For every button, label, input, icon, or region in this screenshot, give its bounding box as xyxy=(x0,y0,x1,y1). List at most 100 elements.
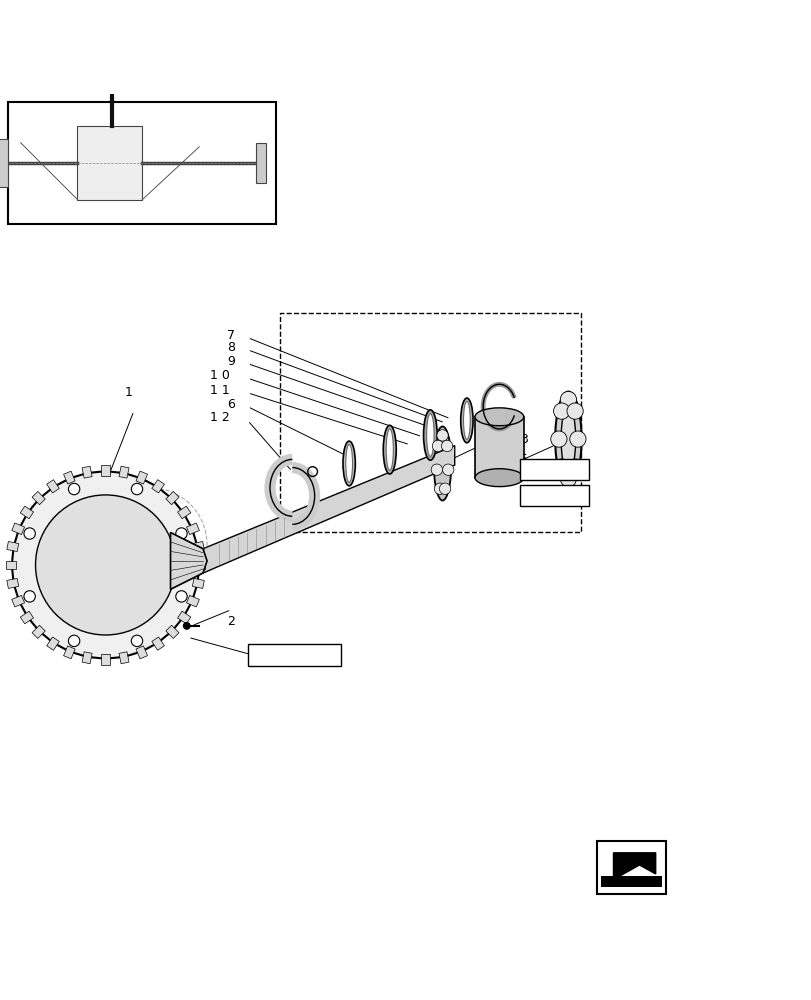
Polygon shape xyxy=(11,523,24,535)
Ellipse shape xyxy=(560,407,575,471)
Polygon shape xyxy=(152,637,164,650)
Ellipse shape xyxy=(555,392,581,487)
Bar xyxy=(0,139,8,187)
Circle shape xyxy=(566,403,582,419)
Circle shape xyxy=(68,635,79,647)
Polygon shape xyxy=(195,561,205,569)
Polygon shape xyxy=(170,532,207,589)
Circle shape xyxy=(24,528,36,539)
Text: 1 0: 1 0 xyxy=(210,369,230,382)
Circle shape xyxy=(436,430,448,441)
Ellipse shape xyxy=(433,426,451,500)
Ellipse shape xyxy=(474,469,523,487)
Circle shape xyxy=(175,591,187,602)
Bar xyxy=(596,841,665,894)
Ellipse shape xyxy=(426,414,434,456)
Polygon shape xyxy=(11,595,24,607)
Text: 9: 9 xyxy=(227,355,235,368)
Circle shape xyxy=(566,459,582,475)
Polygon shape xyxy=(101,654,109,665)
Text: PAG. 2: PAG. 2 xyxy=(533,491,574,501)
Polygon shape xyxy=(6,578,19,588)
Circle shape xyxy=(131,483,143,495)
Polygon shape xyxy=(32,625,45,638)
Text: 1 1: 1 1 xyxy=(210,384,230,397)
Circle shape xyxy=(553,403,569,419)
Circle shape xyxy=(12,472,199,658)
Polygon shape xyxy=(192,578,204,588)
Polygon shape xyxy=(165,491,179,505)
Polygon shape xyxy=(165,625,179,638)
Text: 8: 8 xyxy=(227,341,235,354)
Polygon shape xyxy=(82,466,92,478)
Circle shape xyxy=(439,483,450,494)
Bar xyxy=(474,417,523,478)
Bar xyxy=(77,126,142,200)
Text: PAG. 3: PAG. 3 xyxy=(533,465,574,475)
Ellipse shape xyxy=(386,429,393,470)
Circle shape xyxy=(441,440,453,452)
Circle shape xyxy=(183,623,190,629)
Circle shape xyxy=(560,391,576,408)
Ellipse shape xyxy=(423,410,436,460)
Polygon shape xyxy=(6,541,19,552)
Ellipse shape xyxy=(474,408,523,426)
Polygon shape xyxy=(32,491,45,505)
Circle shape xyxy=(560,471,576,487)
Ellipse shape xyxy=(383,425,396,474)
Polygon shape xyxy=(6,561,16,569)
Circle shape xyxy=(24,591,36,602)
Text: 5: 5 xyxy=(519,453,527,466)
Text: 7: 7 xyxy=(227,329,235,342)
Bar xyxy=(519,485,588,506)
Polygon shape xyxy=(135,646,148,659)
Bar xyxy=(247,644,341,666)
Polygon shape xyxy=(47,480,59,493)
Circle shape xyxy=(431,440,443,452)
Polygon shape xyxy=(20,611,33,624)
Text: 1: 1 xyxy=(124,385,132,398)
Circle shape xyxy=(553,459,569,475)
Bar xyxy=(600,876,661,887)
Circle shape xyxy=(442,464,453,475)
Polygon shape xyxy=(135,471,148,484)
Text: 4: 4 xyxy=(519,466,527,479)
Circle shape xyxy=(434,483,445,494)
Polygon shape xyxy=(178,506,191,519)
Circle shape xyxy=(431,464,442,475)
Circle shape xyxy=(175,528,187,539)
Polygon shape xyxy=(152,480,164,493)
Polygon shape xyxy=(178,611,191,624)
Polygon shape xyxy=(203,446,454,573)
Text: 3: 3 xyxy=(519,433,527,446)
Text: 2: 2 xyxy=(227,615,235,628)
Ellipse shape xyxy=(463,401,470,439)
Circle shape xyxy=(131,635,143,647)
Text: 1.40.0/05: 1.40.0/05 xyxy=(266,649,322,662)
Bar xyxy=(280,313,580,532)
Ellipse shape xyxy=(345,444,352,482)
Polygon shape xyxy=(119,652,129,664)
Circle shape xyxy=(569,431,586,447)
Polygon shape xyxy=(63,646,75,659)
Polygon shape xyxy=(187,523,200,535)
Circle shape xyxy=(68,483,79,495)
Bar xyxy=(519,459,588,480)
Text: 1 2: 1 2 xyxy=(210,411,230,424)
Bar xyxy=(8,102,276,224)
Ellipse shape xyxy=(460,398,473,443)
Polygon shape xyxy=(612,853,654,880)
Text: 6: 6 xyxy=(227,398,235,411)
Circle shape xyxy=(550,431,566,447)
Polygon shape xyxy=(63,471,75,484)
Bar xyxy=(255,143,265,183)
Polygon shape xyxy=(101,465,109,476)
Polygon shape xyxy=(187,595,200,607)
Polygon shape xyxy=(192,541,204,552)
Circle shape xyxy=(36,495,175,635)
Polygon shape xyxy=(82,652,92,664)
Polygon shape xyxy=(119,466,129,478)
Polygon shape xyxy=(47,637,59,650)
Ellipse shape xyxy=(342,441,355,486)
Polygon shape xyxy=(20,506,33,519)
